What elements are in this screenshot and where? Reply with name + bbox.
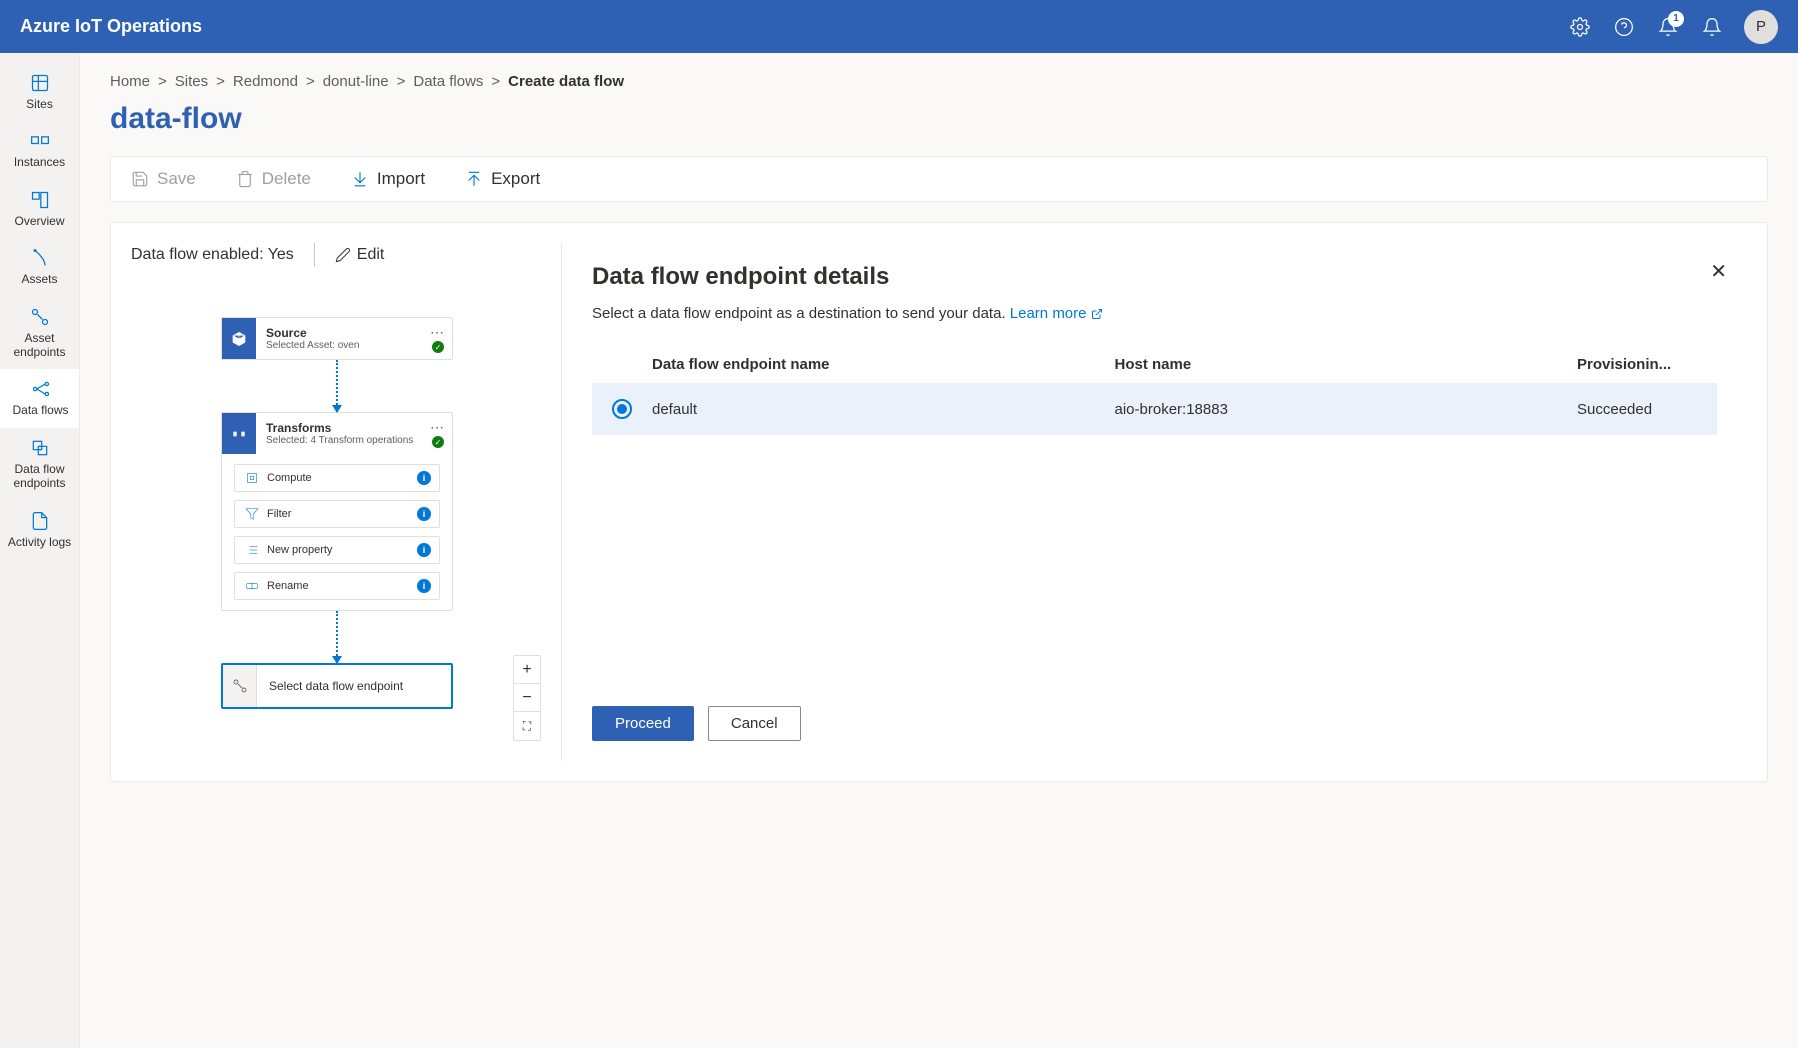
info-icon: i [417,507,431,521]
main-content: Home> Sites> Redmond> donut-line> Data f… [80,53,1798,1048]
transform-new-property[interactable]: New property i [234,536,440,564]
cancel-button[interactable]: Cancel [708,706,801,741]
sidebar-label: Data flow endpoints [4,462,75,491]
breadcrumb-link[interactable]: Redmond [233,73,298,90]
transforms-node[interactable]: Transforms Selected: 4 Transform operati… [221,412,453,611]
sidebar-item-dataflow-endpoints[interactable]: Data flow endpoints [0,428,79,501]
transform-filter[interactable]: Filter i [234,500,440,528]
topbar-actions: 1 P [1568,10,1778,44]
breadcrumb-link[interactable]: Home [110,73,150,90]
settings-icon[interactable] [1568,15,1592,39]
notifications-icon[interactable]: 1 [1656,15,1680,39]
zoom-out-button[interactable]: − [514,684,540,712]
cell-host: aio-broker:18883 [1115,401,1578,418]
sidebar-item-instances[interactable]: Instances [0,121,79,179]
delete-button[interactable]: Delete [236,169,311,189]
sidebar-label: Asset endpoints [4,331,75,360]
sidebar: Sites Instances Overview Assets Asset en… [0,53,80,1048]
app-title: Azure IoT Operations [20,16,202,37]
endpoint-node[interactable]: Select data flow endpoint [221,663,453,709]
export-button[interactable]: Export [465,169,540,189]
sidebar-item-overview[interactable]: Overview [0,180,79,238]
col-host: Host name [1115,356,1578,373]
info-icon: i [417,579,431,593]
cell-prov: Succeeded [1577,401,1717,418]
user-avatar[interactable]: P [1744,10,1778,44]
sidebar-label: Assets [21,272,57,286]
node-subtitle: Selected Asset: oven [266,340,442,351]
sidebar-label: Instances [14,155,65,169]
endpoint-icon [223,665,257,707]
transform-rename[interactable]: Rename i [234,572,440,600]
status-success-icon [432,436,444,448]
edit-button[interactable]: Edit [335,246,385,264]
dataflow-enabled-status: Data flow enabled: Yes [131,246,294,264]
toolbar: Save Delete Import Export [110,156,1768,202]
more-icon[interactable]: ⋯ [430,419,444,436]
connector [221,611,453,663]
sidebar-label: Data flows [12,403,68,417]
breadcrumb: Home> Sites> Redmond> donut-line> Data f… [110,73,1768,90]
page-title: data-flow [110,102,1768,136]
col-name: Data flow endpoint name [652,356,1115,373]
alerts-icon[interactable] [1700,15,1724,39]
zoom-fit-button[interactable]: ⛶ [514,712,540,740]
breadcrumb-link[interactable]: donut-line [323,73,389,90]
status-row: Data flow enabled: Yes Edit [131,243,561,267]
external-link-icon [1091,305,1103,322]
info-icon: i [417,471,431,485]
endpoint-label: Select data flow endpoint [257,665,451,707]
zoom-in-button[interactable]: + [514,656,540,684]
sidebar-item-asset-endpoints[interactable]: Asset endpoints [0,297,79,370]
panel-title: Data flow endpoint details [592,263,1717,291]
more-icon[interactable]: ⋯ [430,324,444,341]
cube-icon [222,318,256,359]
breadcrumb-link[interactable]: Sites [175,73,208,90]
source-node[interactable]: Source Selected Asset: oven ⋯ [221,317,453,360]
node-title: Source [266,326,442,340]
topbar: Azure IoT Operations 1 P [0,0,1798,53]
breadcrumb-current: Create data flow [508,73,624,90]
connector [221,360,453,412]
details-panel: ✕ Data flow endpoint details Select a da… [561,243,1747,761]
import-button[interactable]: Import [351,169,425,189]
panel-footer: Proceed Cancel [592,686,1717,741]
node-title: Transforms [266,421,442,435]
endpoint-table: Data flow endpoint name Host name Provis… [592,346,1717,435]
save-button[interactable]: Save [131,169,196,189]
sidebar-item-sites[interactable]: Sites [0,63,79,121]
transforms-icon [222,413,256,454]
canvas-area: Data flow enabled: Yes Edit [131,243,561,761]
status-success-icon [432,341,444,353]
radio-selected[interactable] [612,399,632,419]
notification-badge: 1 [1668,11,1684,27]
zoom-controls: + − ⛶ [513,655,541,741]
breadcrumb-link[interactable]: Data flows [413,73,483,90]
sidebar-label: Activity logs [8,535,71,549]
table-header: Data flow endpoint name Host name Provis… [592,346,1717,383]
learn-more-link[interactable]: Learn more [1010,305,1103,322]
sidebar-item-assets[interactable]: Assets [0,238,79,296]
node-subtitle: Selected: 4 Transform operations [266,435,442,446]
transform-compute[interactable]: Compute i [234,464,440,492]
proceed-button[interactable]: Proceed [592,706,694,741]
panel-description: Select a data flow endpoint as a destina… [592,305,1717,322]
sidebar-item-data-flows[interactable]: Data flows [0,369,79,427]
col-prov: Provisionin... [1577,356,1717,373]
content-card: Data flow enabled: Yes Edit [110,222,1768,782]
sidebar-label: Overview [14,214,64,228]
sidebar-item-activity-logs[interactable]: Activity logs [0,501,79,559]
help-icon[interactable] [1612,15,1636,39]
info-icon: i [417,543,431,557]
close-icon[interactable]: ✕ [1710,259,1727,284]
cell-name: default [652,401,1115,418]
table-row[interactable]: default aio-broker:18883 Succeeded [592,383,1717,435]
sidebar-label: Sites [26,97,53,111]
